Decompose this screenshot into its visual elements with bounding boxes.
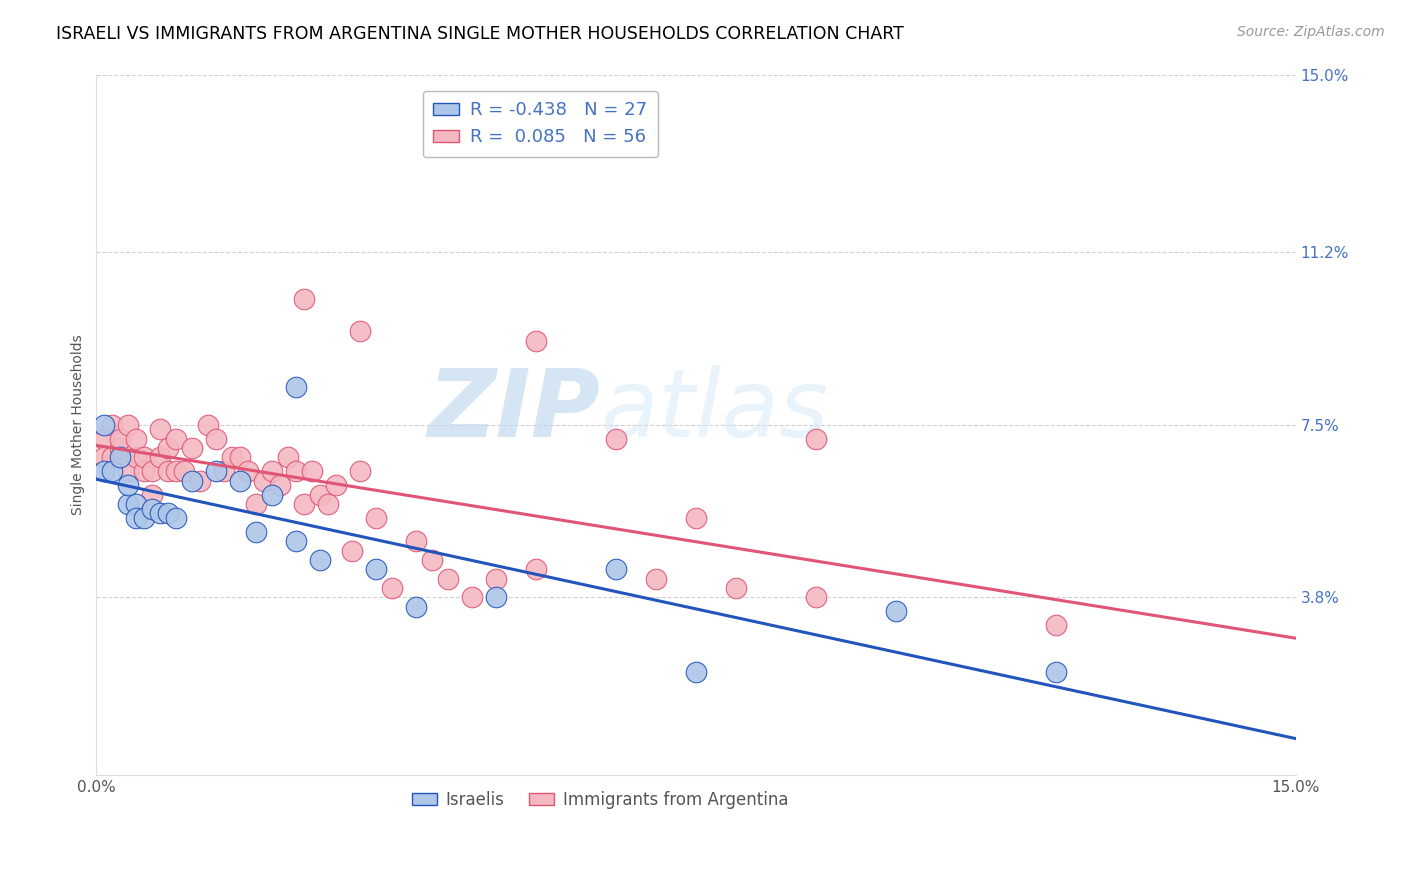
- Point: [157, 464, 180, 478]
- Y-axis label: Single Mother Households: Single Mother Households: [72, 334, 86, 515]
- Text: ZIP: ZIP: [427, 365, 600, 457]
- Point: [141, 488, 163, 502]
- Point: [349, 324, 371, 338]
- Point: [125, 511, 148, 525]
- Point: [1045, 665, 1067, 679]
- Point: [437, 572, 460, 586]
- Point: [285, 464, 308, 478]
- Point: [309, 488, 332, 502]
- Point: [405, 534, 427, 549]
- Point: [110, 432, 132, 446]
- Point: [117, 417, 139, 432]
- Point: [1045, 618, 1067, 632]
- Point: [117, 497, 139, 511]
- Point: [205, 464, 228, 478]
- Point: [197, 417, 219, 432]
- Point: [181, 474, 204, 488]
- Point: [366, 511, 388, 525]
- Point: [461, 591, 484, 605]
- Legend: Israelis, Immigrants from Argentina: Israelis, Immigrants from Argentina: [405, 784, 794, 815]
- Point: [221, 450, 243, 465]
- Point: [93, 417, 115, 432]
- Point: [110, 450, 132, 465]
- Point: [804, 432, 827, 446]
- Point: [165, 511, 187, 525]
- Point: [125, 497, 148, 511]
- Point: [605, 432, 627, 446]
- Point: [645, 572, 668, 586]
- Text: Source: ZipAtlas.com: Source: ZipAtlas.com: [1237, 25, 1385, 39]
- Point: [301, 464, 323, 478]
- Point: [366, 562, 388, 576]
- Point: [149, 450, 172, 465]
- Point: [149, 507, 172, 521]
- Point: [253, 474, 276, 488]
- Point: [485, 591, 508, 605]
- Text: ISRAELI VS IMMIGRANTS FROM ARGENTINA SINGLE MOTHER HOUSEHOLDS CORRELATION CHART: ISRAELI VS IMMIGRANTS FROM ARGENTINA SIN…: [56, 25, 904, 43]
- Point: [157, 441, 180, 455]
- Point: [285, 380, 308, 394]
- Point: [157, 507, 180, 521]
- Point: [149, 422, 172, 436]
- Point: [93, 432, 115, 446]
- Point: [724, 581, 747, 595]
- Point: [101, 417, 124, 432]
- Point: [685, 665, 707, 679]
- Point: [381, 581, 404, 595]
- Point: [884, 604, 907, 618]
- Point: [141, 464, 163, 478]
- Point: [340, 543, 363, 558]
- Point: [262, 464, 284, 478]
- Point: [485, 572, 508, 586]
- Point: [134, 464, 156, 478]
- Point: [285, 534, 308, 549]
- Point: [173, 464, 195, 478]
- Point: [117, 464, 139, 478]
- Point: [405, 599, 427, 614]
- Point: [101, 464, 124, 478]
- Point: [245, 497, 267, 511]
- Point: [685, 511, 707, 525]
- Point: [238, 464, 260, 478]
- Point: [316, 497, 339, 511]
- Point: [245, 524, 267, 539]
- Point: [229, 450, 252, 465]
- Point: [325, 478, 347, 492]
- Point: [93, 450, 115, 465]
- Point: [141, 501, 163, 516]
- Point: [420, 553, 443, 567]
- Point: [804, 591, 827, 605]
- Point: [524, 334, 547, 348]
- Point: [101, 450, 124, 465]
- Point: [165, 464, 187, 478]
- Point: [165, 432, 187, 446]
- Point: [524, 562, 547, 576]
- Point: [93, 464, 115, 478]
- Point: [292, 292, 315, 306]
- Point: [134, 450, 156, 465]
- Point: [605, 562, 627, 576]
- Point: [110, 441, 132, 455]
- Point: [134, 511, 156, 525]
- Text: atlas: atlas: [600, 365, 828, 456]
- Point: [214, 464, 236, 478]
- Point: [292, 497, 315, 511]
- Point: [349, 464, 371, 478]
- Point: [269, 478, 291, 492]
- Point: [277, 450, 299, 465]
- Point: [125, 450, 148, 465]
- Point: [205, 432, 228, 446]
- Point: [181, 441, 204, 455]
- Point: [188, 474, 211, 488]
- Point: [229, 474, 252, 488]
- Point: [309, 553, 332, 567]
- Point: [125, 432, 148, 446]
- Point: [262, 488, 284, 502]
- Point: [117, 478, 139, 492]
